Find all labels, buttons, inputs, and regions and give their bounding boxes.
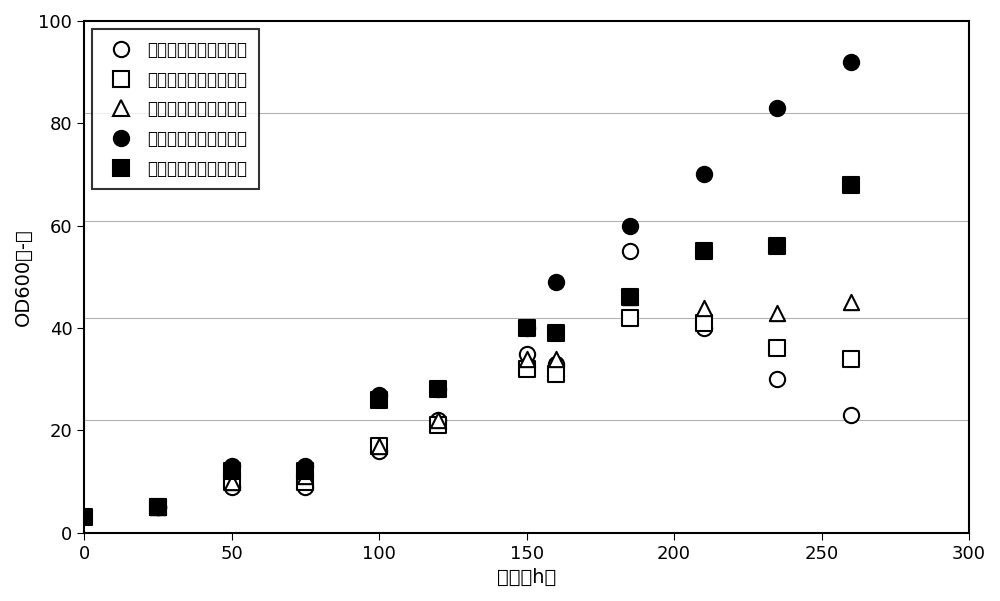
Point bbox=[371, 389, 387, 399]
Point bbox=[224, 477, 240, 486]
Point bbox=[548, 277, 564, 287]
Point bbox=[297, 472, 313, 481]
Point bbox=[843, 180, 859, 189]
Point bbox=[297, 477, 313, 486]
Point bbox=[769, 308, 785, 317]
Point bbox=[622, 293, 638, 302]
Point bbox=[769, 374, 785, 384]
Point bbox=[150, 502, 166, 512]
Point bbox=[371, 441, 387, 451]
Point bbox=[843, 354, 859, 364]
Point bbox=[150, 502, 166, 512]
Point bbox=[622, 293, 638, 302]
Point bbox=[769, 241, 785, 251]
Point bbox=[150, 502, 166, 512]
Point bbox=[224, 462, 240, 471]
Y-axis label: OD600（-）: OD600（-） bbox=[14, 228, 33, 326]
Point bbox=[696, 246, 712, 256]
Point bbox=[76, 513, 92, 522]
Point bbox=[297, 482, 313, 492]
Point bbox=[548, 328, 564, 338]
Point bbox=[519, 323, 535, 333]
Point bbox=[150, 502, 166, 512]
Point bbox=[430, 385, 446, 394]
Point bbox=[224, 482, 240, 492]
Point bbox=[519, 364, 535, 374]
Point bbox=[371, 441, 387, 451]
Point bbox=[224, 466, 240, 476]
Point bbox=[696, 169, 712, 179]
Point bbox=[622, 313, 638, 323]
Point bbox=[297, 462, 313, 471]
Point bbox=[519, 323, 535, 333]
Point bbox=[622, 246, 638, 256]
Point bbox=[843, 57, 859, 67]
Point bbox=[430, 421, 446, 430]
Point bbox=[430, 415, 446, 425]
Point bbox=[548, 354, 564, 364]
Point bbox=[843, 297, 859, 307]
X-axis label: 时间（h）: 时间（h） bbox=[497, 568, 556, 587]
Point bbox=[769, 103, 785, 113]
Point bbox=[696, 303, 712, 313]
Point bbox=[430, 385, 446, 394]
Point bbox=[548, 369, 564, 379]
Point bbox=[769, 344, 785, 353]
Legend: 实施例１中微生物浓度, 实施例２中微生物浓度, 实施例３中微生物浓度, 对比例１中微生物浓度, 对比例２中微生物浓度: 实施例１中微生物浓度, 实施例２中微生物浓度, 实施例３中微生物浓度, 对比例１… bbox=[92, 29, 259, 189]
Point bbox=[696, 318, 712, 328]
Point bbox=[150, 502, 166, 512]
Point bbox=[224, 477, 240, 486]
Point bbox=[297, 466, 313, 476]
Point bbox=[519, 354, 535, 364]
Point bbox=[371, 446, 387, 456]
Point bbox=[843, 410, 859, 420]
Point bbox=[430, 415, 446, 425]
Point bbox=[519, 349, 535, 358]
Point bbox=[622, 221, 638, 230]
Point bbox=[371, 395, 387, 404]
Point bbox=[696, 323, 712, 333]
Point bbox=[548, 359, 564, 368]
